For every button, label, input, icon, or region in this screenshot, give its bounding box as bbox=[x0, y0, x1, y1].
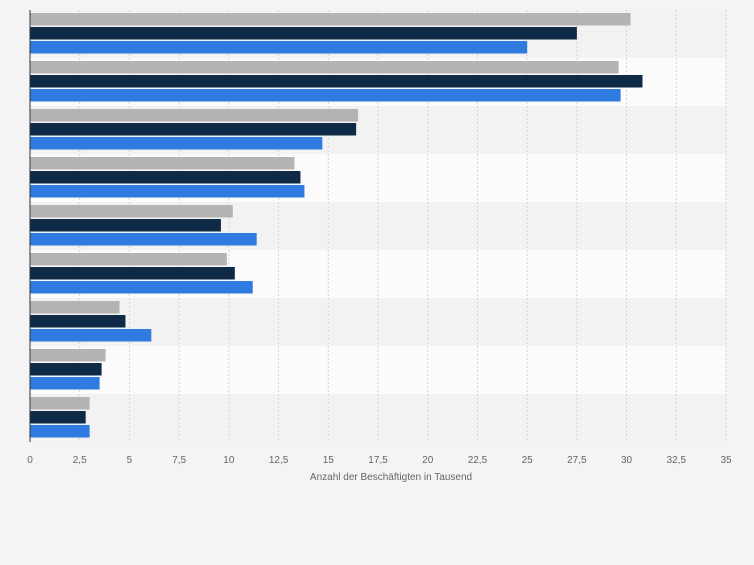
bar bbox=[30, 157, 295, 170]
bar bbox=[30, 123, 357, 136]
bar bbox=[30, 329, 152, 342]
x-tick-label: 30 bbox=[621, 455, 633, 466]
x-tick-label: 35 bbox=[720, 455, 732, 466]
x-tick-label: 12,5 bbox=[269, 455, 289, 466]
x-tick-labels: 0 2,5 5 7,5 10 12,5 15 17,5 20 22,5 25 27,5 30 32,5 35 bbox=[27, 455, 732, 466]
bar bbox=[30, 363, 102, 376]
x-tick-label: 27,5 bbox=[567, 455, 587, 466]
bar bbox=[30, 109, 359, 122]
bar bbox=[30, 281, 253, 294]
bars bbox=[30, 13, 643, 438]
x-tick-label: 5 bbox=[127, 455, 133, 466]
x-tick-label: 2,5 bbox=[73, 455, 87, 466]
bar bbox=[30, 267, 235, 280]
x-tick-label: 15 bbox=[323, 455, 335, 466]
x-tick-label: 25 bbox=[522, 455, 534, 466]
bar bbox=[30, 397, 90, 410]
bar bbox=[30, 315, 126, 328]
bar bbox=[30, 171, 301, 184]
bar bbox=[30, 377, 100, 390]
bar bbox=[30, 61, 619, 74]
bar bbox=[30, 219, 221, 232]
x-axis-label: Anzahl der Beschäftigten in Tausend bbox=[310, 472, 472, 483]
bar bbox=[30, 349, 106, 362]
bar bbox=[30, 425, 90, 438]
bar bbox=[30, 13, 631, 26]
bar bbox=[30, 75, 643, 88]
bar bbox=[30, 89, 621, 102]
bar bbox=[30, 233, 257, 246]
bar bbox=[30, 253, 227, 266]
x-tick-label: 20 bbox=[422, 455, 434, 466]
bar bbox=[30, 137, 323, 150]
bar bbox=[30, 41, 528, 54]
x-tick-label: 32,5 bbox=[667, 455, 687, 466]
x-tick-label: 10 bbox=[223, 455, 235, 466]
bar bbox=[30, 301, 120, 314]
x-tick-label: 22,5 bbox=[468, 455, 488, 466]
bar bbox=[30, 27, 577, 40]
x-tick-label: 17,5 bbox=[368, 455, 388, 466]
bar bbox=[30, 205, 233, 218]
bar bbox=[30, 185, 305, 198]
x-tick-label: 7,5 bbox=[172, 455, 186, 466]
bar bbox=[30, 411, 86, 424]
x-tick-label: 0 bbox=[27, 455, 33, 466]
